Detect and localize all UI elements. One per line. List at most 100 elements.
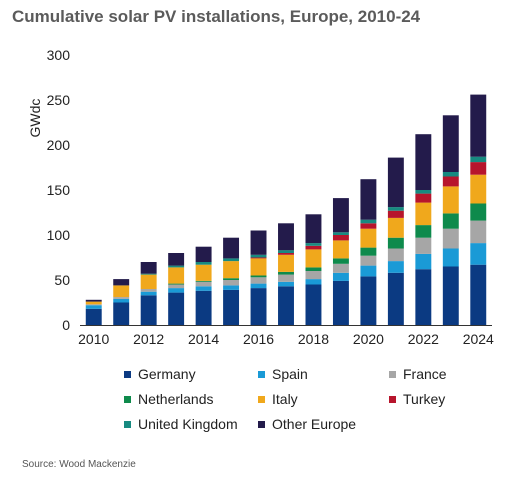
- y-tick-label: 0: [62, 317, 70, 333]
- legend-swatch: [258, 396, 265, 403]
- bar-segment: [223, 289, 240, 325]
- bar-segment: [113, 298, 130, 303]
- bar-segment: [113, 279, 130, 286]
- bar-segment: [305, 243, 322, 246]
- bar-segment: [278, 223, 294, 251]
- bar-segment: [332, 198, 349, 233]
- bar-segment: [278, 253, 294, 255]
- bar-segment: [140, 262, 157, 274]
- bar-segment: [195, 281, 212, 287]
- bar-segment: [305, 279, 322, 285]
- bar-segment: [278, 250, 294, 253]
- x-tick-label: 2010: [78, 331, 109, 347]
- bar-segment: [415, 269, 432, 325]
- bar-segment: [305, 271, 322, 280]
- bar-segment: [360, 223, 377, 229]
- legend-label: France: [403, 366, 447, 382]
- bar-segment: [168, 292, 185, 325]
- bar-segment: [168, 265, 185, 268]
- legend-label: United Kingdom: [138, 416, 238, 432]
- bar-segment: [140, 291, 157, 296]
- source-note: Source: Wood Mackenzie: [22, 459, 136, 470]
- legend-label: Italy: [272, 391, 298, 407]
- bar-segment: [415, 190, 432, 194]
- bar-segment: [470, 174, 487, 204]
- bar-segment: [360, 219, 377, 224]
- bar-segment: [332, 232, 349, 235]
- bar-segment: [415, 225, 432, 238]
- legend-swatch: [124, 421, 131, 428]
- chart-title: Cumulative solar PV installations, Europ…: [12, 7, 421, 26]
- bar-segment: [85, 305, 102, 309]
- bar-segment: [223, 237, 240, 259]
- bar-segment: [195, 286, 212, 291]
- bar-segment: [195, 246, 212, 262]
- bar-segment: [332, 263, 349, 273]
- bar-segment: [442, 115, 459, 172]
- bar-segment: [415, 202, 432, 226]
- bar-segment: [332, 258, 349, 264]
- bar-segment: [140, 274, 157, 289]
- legend-swatch: [389, 396, 396, 403]
- x-tick-label: 2024: [463, 331, 494, 347]
- bar-segment: [442, 248, 459, 267]
- bar-segment: [415, 237, 432, 254]
- bar-segment: [470, 203, 487, 221]
- bar-segment: [168, 284, 185, 289]
- bar-segment: [85, 308, 102, 325]
- bar-segment: [360, 265, 377, 277]
- bar-segment: [360, 247, 377, 256]
- bar-segment: [415, 253, 432, 270]
- bar-segment: [470, 243, 487, 265]
- bar-segment: [470, 264, 487, 325]
- bar-segment: [305, 284, 322, 325]
- bar-segment: [223, 278, 240, 280]
- bar-segment: [85, 304, 102, 306]
- bar-segment: [195, 280, 212, 282]
- y-tick-label: 50: [54, 272, 70, 288]
- y-tick-label: 150: [47, 182, 71, 198]
- bar-segment: [250, 288, 267, 325]
- bar-segment: [250, 283, 267, 289]
- bar-segment: [332, 235, 349, 241]
- bar-segment: [360, 228, 377, 248]
- bar-segment: [387, 272, 404, 325]
- x-tick-label: 2018: [298, 331, 329, 347]
- bar-segment: [250, 277, 267, 284]
- bar-segment: [387, 261, 404, 273]
- bar-segment: [223, 280, 240, 286]
- bar-segment: [195, 290, 212, 325]
- bars-layer: [85, 94, 487, 325]
- bar-segment: [250, 254, 267, 258]
- bar-segment: [387, 207, 404, 211]
- bar-segment: [415, 134, 432, 190]
- bar-segment: [278, 274, 294, 282]
- bar-segment: [360, 179, 377, 220]
- bar-segment: [305, 267, 322, 271]
- bar-segment: [360, 276, 377, 325]
- y-tick-label: 200: [47, 137, 71, 153]
- bar-segment: [250, 258, 267, 276]
- x-tick-label: 2022: [408, 331, 439, 347]
- legend-label: Other Europe: [272, 416, 356, 432]
- bar-segment: [470, 220, 487, 244]
- bar-segment: [195, 262, 212, 265]
- legend-swatch: [124, 396, 131, 403]
- legend-label: Netherlands: [138, 391, 214, 407]
- bar-segment: [278, 271, 294, 275]
- bar-segment: [140, 289, 157, 292]
- bar-segment: [305, 214, 322, 244]
- bar-segment: [332, 280, 349, 325]
- legend-swatch: [389, 371, 396, 378]
- bar-segment: [250, 275, 267, 278]
- bar-segment: [387, 157, 404, 208]
- legend-swatch: [258, 371, 265, 378]
- bar-segment: [470, 162, 487, 175]
- bar-segment: [442, 176, 459, 187]
- legend-swatch: [124, 371, 131, 378]
- x-tick-label: 2020: [353, 331, 384, 347]
- bar-segment: [113, 285, 130, 298]
- x-tick-label: 2016: [243, 331, 274, 347]
- bar-segment: [442, 213, 459, 229]
